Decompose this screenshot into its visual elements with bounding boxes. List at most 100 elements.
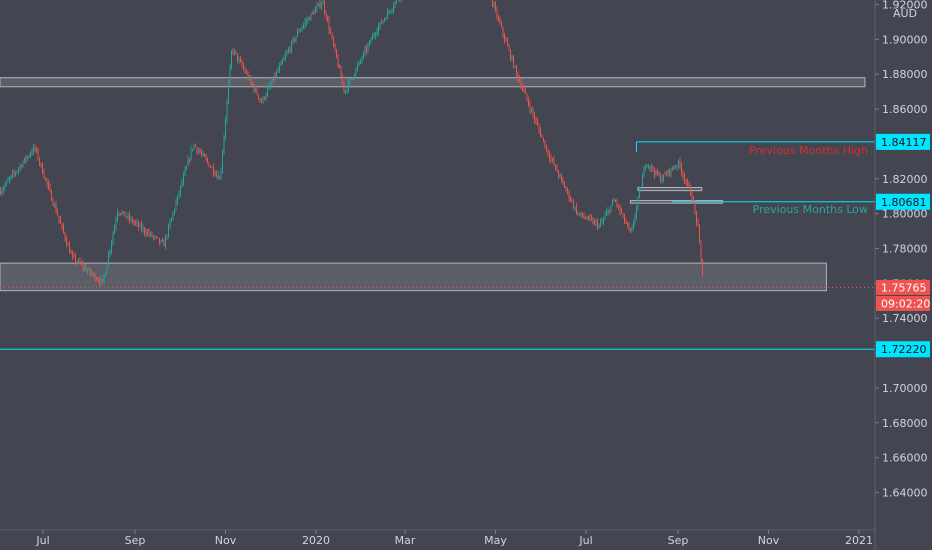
candle-body (571, 200, 573, 202)
candle-body (576, 206, 577, 214)
candle-body (684, 175, 685, 181)
candle-body (544, 140, 546, 148)
candle-body (97, 279, 99, 281)
candle-body (154, 236, 156, 238)
candle-body (52, 200, 54, 205)
candle-body (583, 216, 585, 218)
candle-body (555, 165, 556, 167)
candle-body (610, 205, 612, 212)
candle-body (547, 148, 549, 155)
candle-body (90, 269, 91, 274)
candle-body (232, 51, 234, 53)
candle-body (327, 18, 328, 21)
candle-body (699, 225, 700, 242)
time-axis[interactable]: Jul Sep Nov 2020 Mar May Jul Sep Nov 2021 (35, 530, 873, 547)
candle-layer (0, 0, 703, 287)
candle-body (241, 61, 243, 67)
candle-body (636, 206, 637, 217)
candle-body (387, 11, 388, 19)
candle-body (681, 166, 682, 174)
candle-body (265, 95, 267, 99)
candle-body (504, 34, 505, 40)
candle-body (294, 38, 295, 41)
candle-body (13, 172, 15, 174)
candle-body (685, 180, 687, 183)
zone-1[interactable] (0, 262, 827, 292)
candle-body (619, 205, 621, 212)
candle-body (54, 204, 55, 206)
candle-body (312, 12, 313, 14)
candle-body (237, 53, 238, 61)
candle-body (345, 90, 346, 92)
candle-body (286, 52, 288, 55)
candle-body (148, 231, 150, 235)
candle-body (141, 224, 142, 230)
candle-body (574, 206, 576, 208)
candle-body (247, 73, 249, 79)
candle-body (339, 66, 340, 68)
candle-body (28, 155, 30, 157)
candle-body (127, 215, 129, 218)
candle-body (181, 182, 183, 186)
candle-body (658, 174, 660, 176)
candle-body (639, 189, 640, 198)
candle-body (21, 165, 22, 167)
candle-body (520, 81, 522, 88)
zone-0[interactable] (0, 77, 866, 88)
candle-body (210, 166, 211, 168)
candle-body (255, 88, 256, 91)
candle-body (328, 20, 330, 30)
candle-body (651, 166, 652, 168)
y-tick-label: 1.70000 (882, 382, 928, 395)
candle-body (4, 184, 6, 189)
candle-body (201, 152, 202, 154)
candle-body (63, 226, 64, 233)
candle-body (340, 67, 342, 77)
candle-body (495, 4, 496, 10)
candle-body (367, 44, 369, 51)
candle-body (535, 119, 537, 122)
candle-body (169, 221, 171, 226)
candle-body (324, 2, 325, 12)
candle-body (322, 2, 324, 4)
candle-body (517, 72, 519, 80)
candle-body (381, 21, 382, 24)
zone-2[interactable] (637, 187, 703, 192)
candle-body (279, 65, 280, 71)
price-label-previous-high: 1.84117 (881, 136, 927, 149)
candle-body (634, 216, 636, 224)
candle-body (78, 260, 79, 263)
candle-body (19, 165, 21, 169)
candle-body (333, 37, 334, 45)
candle-body (261, 99, 262, 103)
candle-body (133, 222, 135, 224)
candle-body (648, 165, 649, 167)
candle-body (585, 217, 586, 219)
candle-body (505, 39, 507, 42)
candle-body (514, 66, 516, 68)
candle-body (337, 57, 339, 67)
candle-body (694, 202, 696, 212)
candle-body (225, 120, 226, 137)
price-axis[interactable]: 1.920001.900001.880001.860001.840001.820… (875, 0, 928, 500)
y-tick-label: 1.66000 (882, 452, 928, 465)
candle-body (522, 87, 523, 90)
candle-body (586, 218, 588, 220)
candle-body (508, 45, 510, 50)
candle-body (298, 31, 300, 33)
y-tick-label: 1.80000 (882, 208, 928, 221)
candle-body (135, 222, 136, 224)
candle-body (271, 81, 273, 85)
candle-body (334, 44, 336, 50)
candle-body (630, 228, 631, 232)
candle-body (507, 41, 508, 46)
candle-body (301, 27, 303, 30)
candle-body (690, 186, 691, 196)
candle-body (58, 215, 60, 220)
candle-body (103, 277, 105, 281)
candle-body (31, 152, 33, 154)
candle-body (304, 22, 306, 25)
candle-body (178, 193, 180, 196)
